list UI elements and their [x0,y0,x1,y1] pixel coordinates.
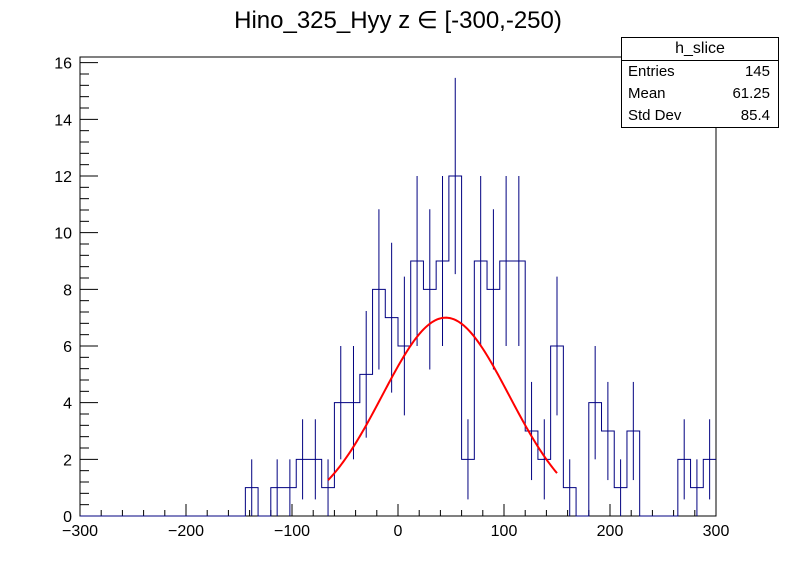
y-tick-label: 4 [63,396,72,413]
y-tick-label: 8 [63,282,72,299]
y-tick-label: 10 [54,226,72,243]
x-tick-label: 0 [394,523,403,540]
stats-header: h_slice [622,38,778,61]
x-tick-label: −200 [168,523,204,540]
stats-label-stddev: Std Dev [628,107,682,124]
stats-value-mean: 61.25 [732,85,770,102]
y-tick-label: 12 [54,169,72,186]
stats-row-entries: Entries 145 [622,61,778,83]
x-tick-label: 300 [703,523,730,540]
stats-label-entries: Entries [628,63,675,80]
x-tick-label: 200 [597,523,624,540]
x-tick-label: −300 [62,523,98,540]
stats-label-mean: Mean [628,85,666,102]
stats-value-stddev: 85.4 [740,107,770,124]
y-tick-label: 2 [63,452,72,469]
chart-title: Hino_325_Hyy z ∈ [-300,-250) [234,7,562,34]
histogram-outline [80,175,716,517]
y-tick-label: 16 [54,56,72,73]
stats-box: h_slice Entries 145 Mean 61.25 Std Dev 8… [621,37,779,128]
stats-value-entries: 145 [744,63,770,80]
y-tick-label: 0 [63,509,72,526]
fit-curve [327,316,558,481]
y-tick-label: 6 [63,339,72,356]
x-tick-label: 100 [491,523,518,540]
x-tick-label: −100 [274,523,310,540]
y-tick-label: 14 [54,112,72,129]
stats-row-mean: Mean 61.25 [622,83,778,105]
stats-row-stddev: Std Dev 85.4 [622,105,778,127]
